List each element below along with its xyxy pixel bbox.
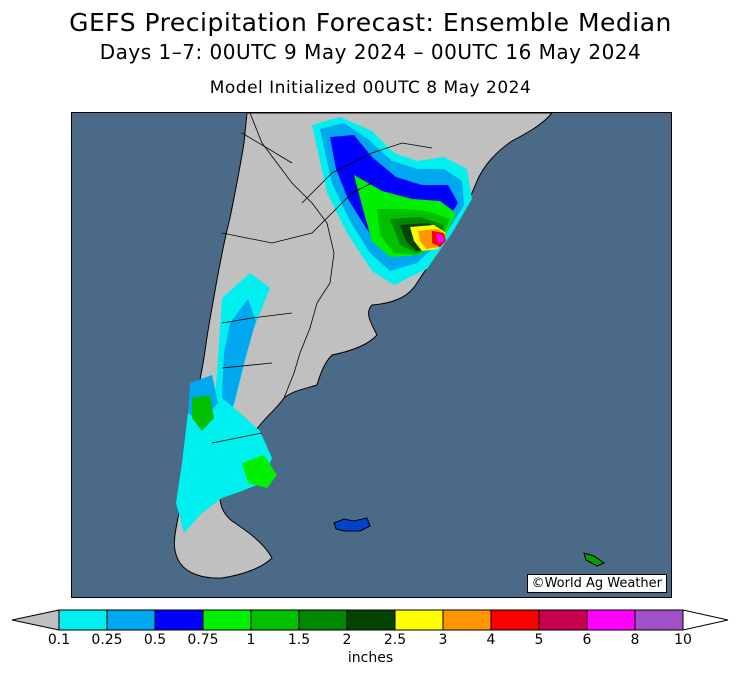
political-boundaries bbox=[211, 113, 433, 444]
map-subtitle: Days 1–7: 00UTC 9 May 2024 – 00UTC 16 Ma… bbox=[99, 40, 642, 64]
credit-label: ©World Ag Weather bbox=[526, 574, 667, 593]
legend-bin bbox=[202, 609, 252, 631]
legend-tick-label: 2.5 bbox=[383, 632, 407, 648]
legend-bin bbox=[106, 609, 156, 631]
map-title: GEFS Precipitation Forecast: Ensemble Me… bbox=[69, 8, 672, 37]
legend-tick-label: 0.1 bbox=[47, 632, 71, 648]
south-georgia-island bbox=[583, 552, 606, 567]
model-init-label: Model Initialized 00UTC 8 May 2024 bbox=[209, 78, 532, 98]
falkland-islands bbox=[333, 517, 371, 532]
precip-magenta-core bbox=[436, 234, 444, 244]
legend-tick-label: 5 bbox=[534, 632, 544, 648]
legend-bin bbox=[298, 609, 348, 631]
legend-over-arrow bbox=[682, 609, 729, 631]
precipitation-map: ©World Ag Weather bbox=[71, 112, 672, 598]
legend-bin bbox=[250, 609, 300, 631]
legend-under-arrow bbox=[11, 609, 60, 631]
legend-tick-label: 1.5 bbox=[287, 632, 311, 648]
legend-bin bbox=[586, 609, 636, 631]
legend-tick-label: 0.75 bbox=[187, 632, 219, 648]
color-legend bbox=[11, 609, 729, 631]
precipitation-shading bbox=[176, 117, 472, 533]
legend-bin bbox=[346, 609, 396, 631]
legend-bin bbox=[154, 609, 204, 631]
map-canvas bbox=[72, 113, 671, 597]
legend-tick-label: 1 bbox=[246, 632, 256, 648]
legend-bin bbox=[634, 609, 684, 631]
legend-tick-label: 10 bbox=[674, 632, 692, 648]
legend-bin bbox=[490, 609, 540, 631]
legend-bin bbox=[442, 609, 492, 631]
precip-cyan-patagonia bbox=[176, 398, 272, 533]
legend-bin bbox=[394, 609, 444, 631]
legend-tick-label: 3 bbox=[438, 632, 448, 648]
legend-tick-label: 8 bbox=[630, 632, 640, 648]
precip-green-south bbox=[242, 455, 277, 488]
legend-tick-label: 0.5 bbox=[143, 632, 167, 648]
legend-bin bbox=[538, 609, 588, 631]
precip-green-patagonia bbox=[192, 395, 214, 431]
legend-units-label: inches bbox=[347, 650, 394, 666]
legend-tick-label: 6 bbox=[582, 632, 592, 648]
legend-bin bbox=[58, 609, 108, 631]
legend-bins bbox=[58, 609, 684, 631]
legend-tick-label: 0.25 bbox=[91, 632, 123, 648]
legend-tick-label: 4 bbox=[486, 632, 496, 648]
precip-lightblue-andes bbox=[222, 299, 256, 423]
legend-tick-label: 2 bbox=[342, 632, 352, 648]
